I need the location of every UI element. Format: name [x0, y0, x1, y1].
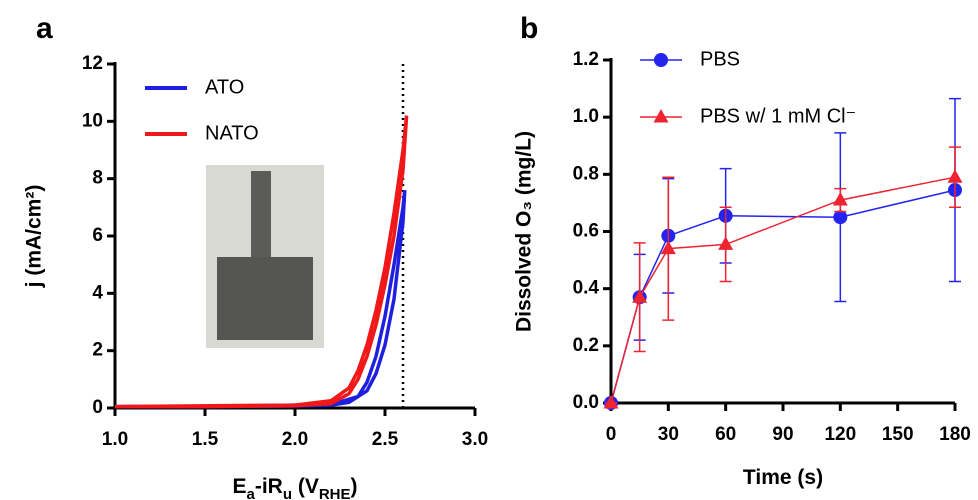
inset-electrode: [217, 257, 313, 340]
x-axis-label-part: -iR: [255, 475, 283, 498]
x-tick-label: 90: [772, 424, 793, 445]
y-tick-label: 6: [92, 225, 103, 246]
marker: [947, 169, 963, 183]
x-tick-label: 0: [606, 424, 617, 445]
y-tick-label: 0.4: [573, 278, 600, 299]
x-axis-label-part: a: [246, 486, 255, 500]
x-tick-label: 2.0: [282, 429, 308, 450]
legend-label: NATO: [205, 122, 259, 144]
y-tick-label: 1.0: [573, 106, 599, 127]
series-line: [114, 115, 409, 409]
x-tick-label: 150: [882, 424, 914, 445]
x-tick-label: 30: [658, 424, 679, 445]
panel-label: a: [36, 12, 53, 45]
y-axis-label: Dissolved O₃ (mg/L): [513, 131, 536, 332]
x-tick-label: 3.0: [462, 429, 488, 450]
marker: [718, 236, 734, 250]
marker: [654, 53, 668, 67]
x-axis-label-part: u: [283, 486, 292, 500]
series-line: [114, 189, 407, 409]
y-tick-label: 0.8: [573, 163, 599, 184]
y-tick-label: 2: [92, 340, 103, 361]
y-tick-label: 4: [92, 282, 103, 303]
x-tick-label: 1.5: [192, 429, 219, 450]
legend-label: PBS w/ 1 mM Cl⁻: [700, 105, 856, 127]
marker: [833, 210, 848, 225]
y-tick-label: 0.6: [573, 221, 599, 242]
marker: [653, 109, 669, 123]
legend-label: PBS: [700, 48, 740, 70]
y-axis-label: j (mA/cm²): [23, 185, 46, 289]
x-tick-label: 180: [939, 424, 971, 445]
marker: [632, 289, 648, 303]
y-tick-label: 0.0: [573, 392, 599, 413]
x-axis-label: Ea-iRu (VRHE): [232, 475, 357, 500]
marker: [832, 192, 848, 206]
x-tick-label: 60: [715, 424, 736, 445]
y-tick-label: 0: [92, 397, 103, 418]
y-tick-label: 10: [82, 110, 103, 131]
panel-label: b: [520, 12, 538, 45]
marker: [660, 240, 676, 255]
x-axis-label-part: RHE: [319, 486, 351, 500]
series-line: [610, 176, 956, 404]
x-axis-label-part: Time (s): [743, 466, 823, 489]
x-axis-label: Time (s): [743, 466, 823, 489]
marker: [603, 395, 619, 409]
x-axis-label-part: (V: [292, 475, 319, 498]
x-axis-label-part: ): [351, 475, 358, 498]
y-tick-label: 8: [92, 168, 103, 189]
y-tick-label: 1.2: [573, 49, 599, 70]
x-axis-label-part: E: [232, 475, 246, 498]
legend-label: ATO: [205, 76, 244, 98]
y-tick-label: 12: [82, 53, 103, 74]
x-tick-label: 120: [824, 424, 856, 445]
inset-electrode: [251, 171, 271, 259]
x-tick-label: 2.5: [372, 429, 399, 450]
y-tick-label: 0.2: [573, 335, 599, 356]
x-tick-label: 1.0: [102, 429, 128, 450]
